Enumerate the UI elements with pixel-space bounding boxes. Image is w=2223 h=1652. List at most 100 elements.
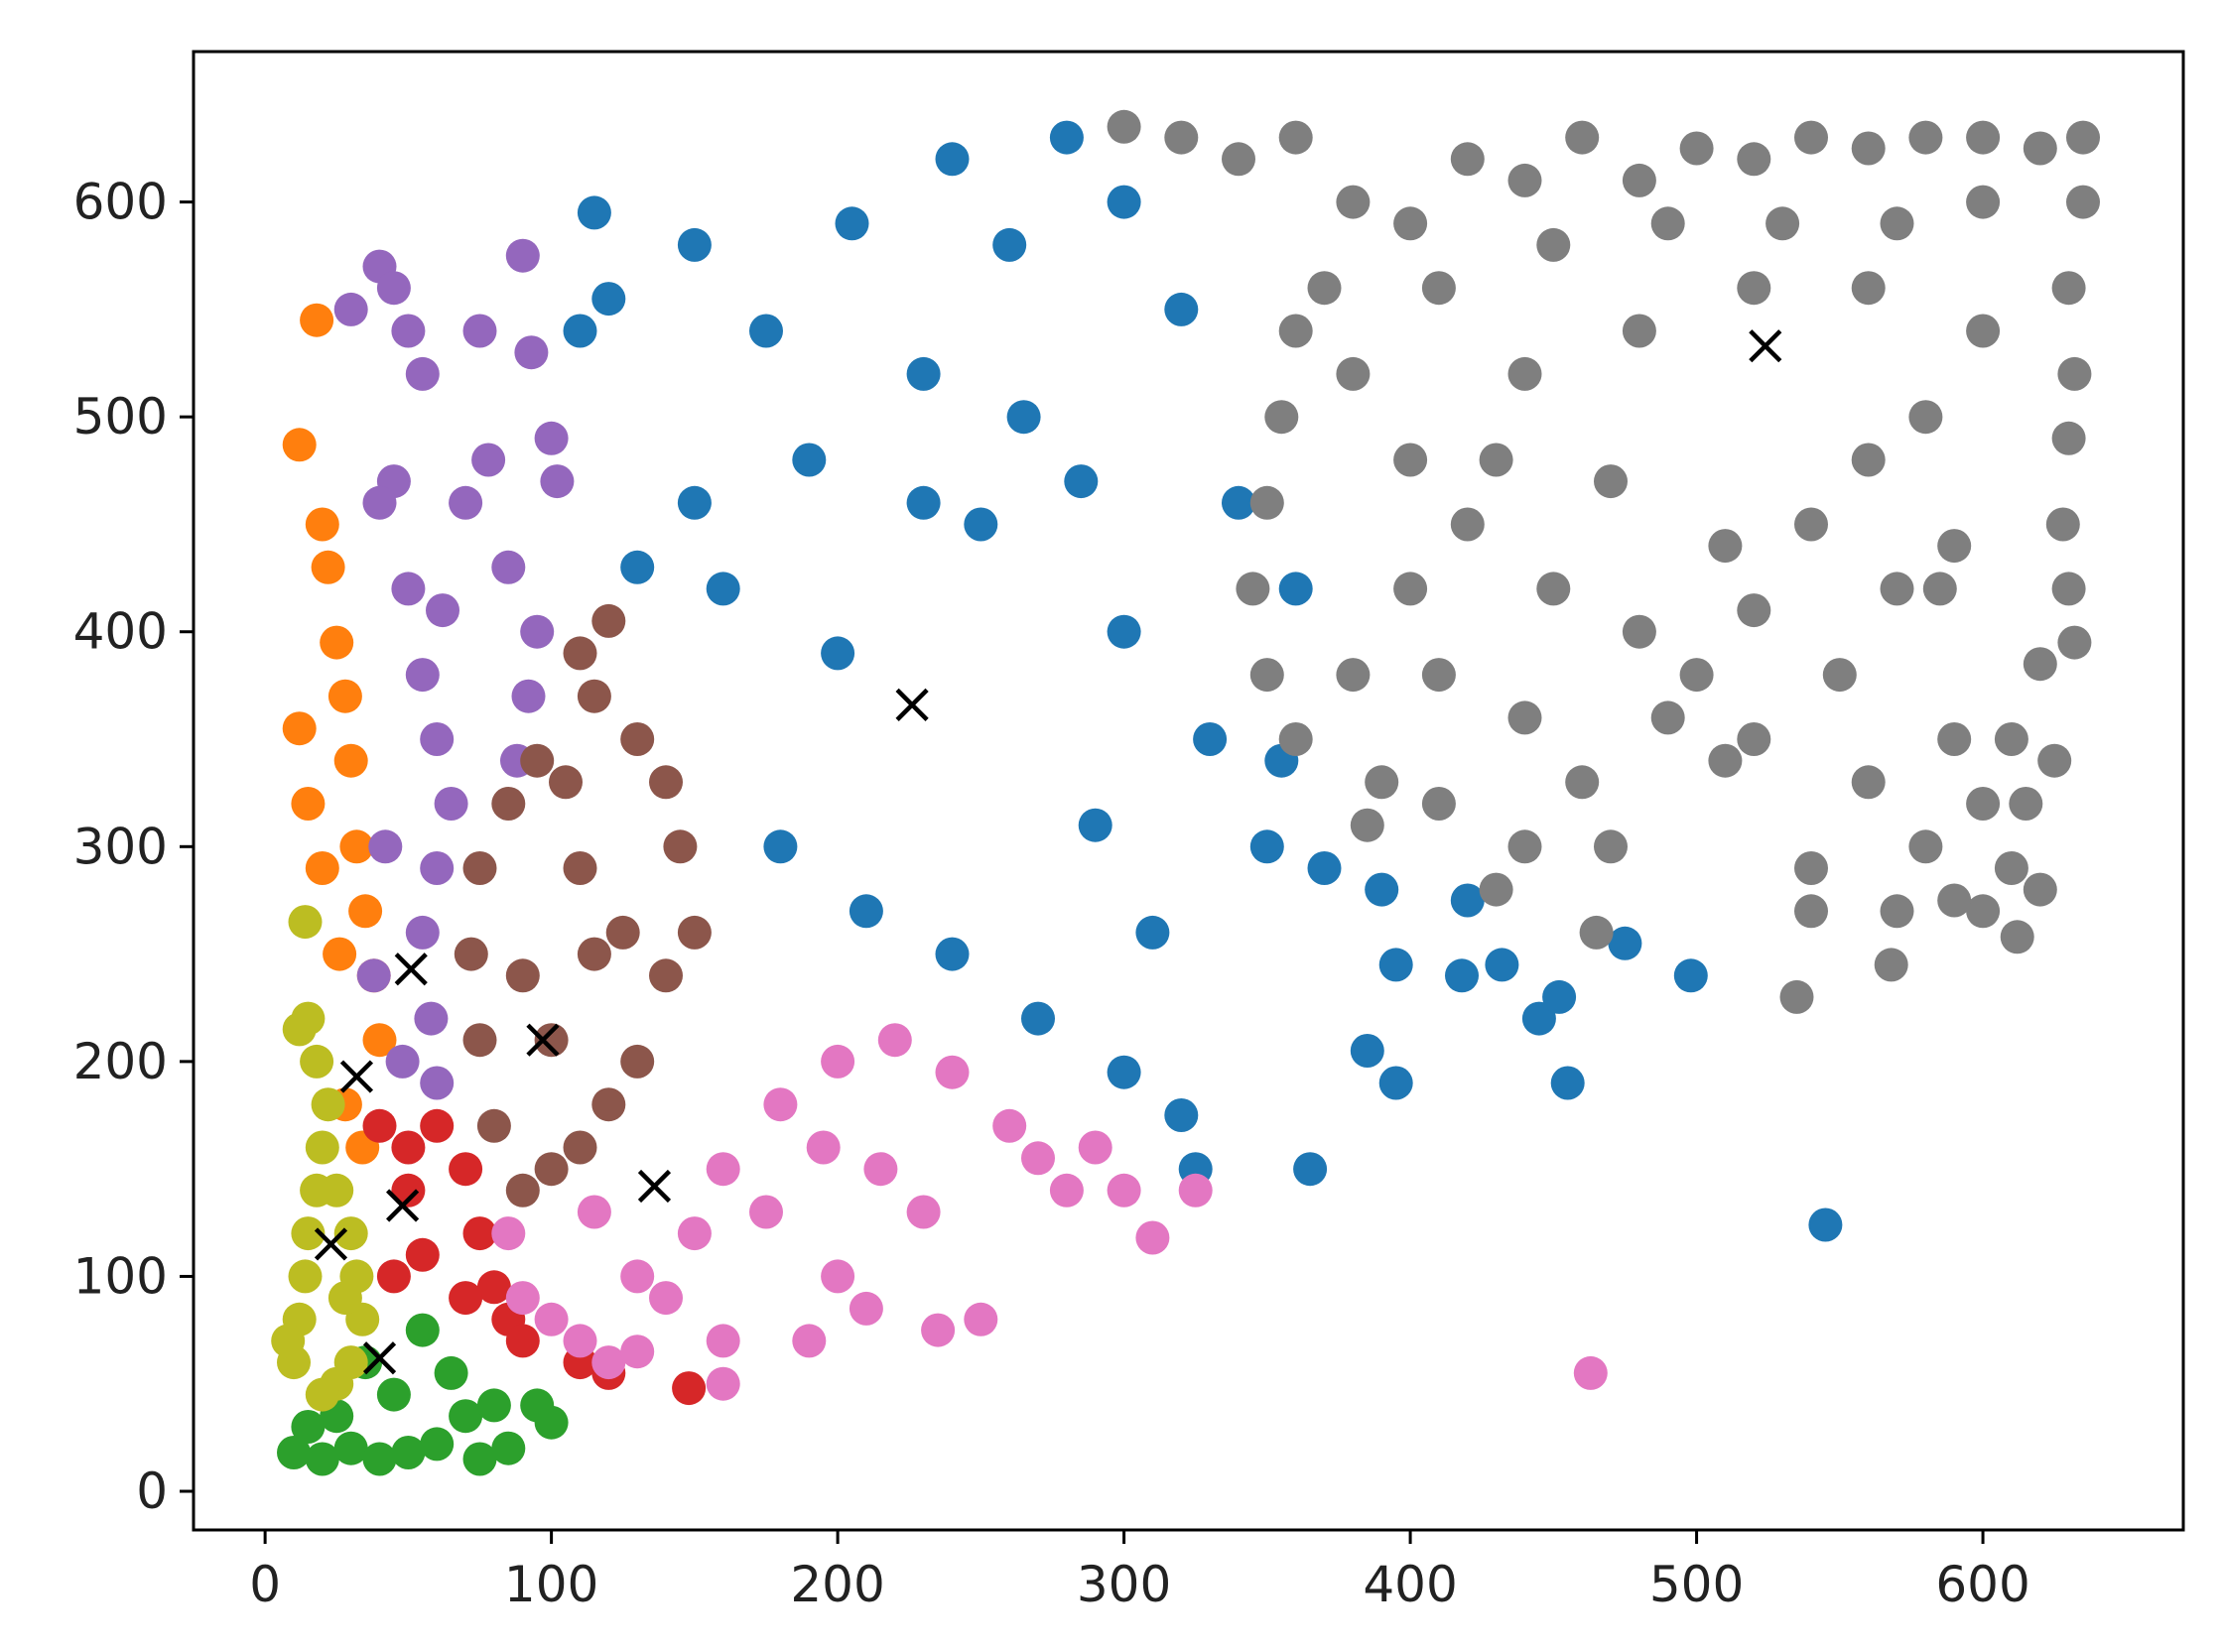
scatter-point-c7-20	[2057, 356, 2092, 391]
scatter-point-c5-1	[591, 603, 626, 638]
scatter-point-c7-91	[2037, 743, 2072, 778]
scatter-point-c5-6	[677, 915, 712, 950]
scatter-point-c6-15	[1049, 1173, 1084, 1207]
scatter-point-c5-18	[520, 743, 555, 778]
scatter-point-c4-11	[405, 915, 440, 950]
scatter-point-c7-22	[2045, 507, 2080, 542]
scatter-point-c5-7	[649, 958, 683, 993]
scatter-point-c7-18	[2066, 185, 2100, 219]
points-layer	[271, 109, 2100, 1476]
scatter-point-c7-45	[1507, 829, 1542, 864]
scatter-point-c2-13	[491, 1431, 526, 1465]
scatter-point-c6-18	[1135, 1220, 1170, 1255]
scatter-point-c7-41	[1708, 743, 1743, 778]
scatter-point-c5-3	[620, 722, 655, 756]
scatter-point-c5-19	[549, 765, 583, 800]
scatter-point-c8-10	[320, 1173, 354, 1207]
scatter-point-c7-81	[1708, 529, 1743, 564]
scatter-point-c0-27	[1278, 572, 1313, 606]
scatter-point-c8-2	[288, 1259, 323, 1294]
scatter-point-c7-33	[1908, 829, 1943, 864]
scatter-point-c0-38	[1350, 1034, 1384, 1068]
scatter-point-c0-29	[1307, 851, 1342, 885]
scatter-point-c4-27	[385, 1044, 420, 1079]
scatter-point-c5-20	[563, 851, 597, 885]
scatter-point-c5-12	[505, 1173, 540, 1207]
scatter-point-c7-8	[1565, 120, 1600, 155]
scatter-point-c7-29	[2023, 872, 2057, 907]
scatter-point-c8-5	[305, 1130, 339, 1165]
scatter-point-c7-59	[1450, 507, 1485, 542]
x-tick-label: 200	[790, 1556, 884, 1613]
y-axis-ticks: 0 100 200 300 400 500 600	[73, 174, 194, 1520]
scatter-point-c7-60	[1536, 572, 1571, 606]
scatter-point-c0-3	[792, 443, 827, 477]
scatter-point-c8-3	[291, 1216, 326, 1251]
y-tick-label: 300	[73, 818, 168, 875]
scatter-point-c0-10	[964, 507, 998, 542]
scatter-point-c8-17	[282, 1012, 317, 1047]
scatter-point-c7-14	[1908, 120, 1943, 155]
scatter-point-c7-43	[1579, 915, 1614, 950]
scatter-point-c7-80	[1822, 658, 1857, 693]
scatter-point-c0-48	[591, 282, 626, 317]
scatter-point-c6-0	[491, 1216, 526, 1251]
y-tick-label: 600	[73, 174, 168, 231]
scatter-point-c6-30	[863, 1152, 898, 1187]
scatter-point-c0-16	[1021, 1001, 1055, 1036]
scatter-point-c7-63	[1737, 593, 1771, 628]
scatter-point-c7-6	[1450, 142, 1485, 177]
scatter-point-c1-4	[320, 625, 354, 660]
scatter-point-c2-0	[277, 1436, 311, 1469]
scatter-point-c6-14	[1021, 1141, 1055, 1176]
scatter-point-c7-64	[1794, 507, 1828, 542]
scatter-point-c7-90	[1966, 787, 2001, 821]
scatter-point-c5-15	[454, 937, 488, 971]
scatter-point-c0-7	[1049, 120, 1084, 155]
scatter-point-c5-10	[563, 1130, 597, 1165]
y-tick-label: 500	[73, 388, 168, 445]
scatter-point-c4-28	[356, 958, 391, 993]
scatter-point-c0-32	[1450, 883, 1485, 918]
plot-frame	[192, 50, 2185, 1532]
scatter-point-c7-16	[2023, 131, 2057, 166]
scatter-point-c7-88	[1650, 700, 1685, 735]
scatter-point-c7-76	[1880, 206, 1914, 241]
scatter-point-c0-26	[1222, 485, 1255, 520]
scatter-point-c7-84	[1393, 572, 1428, 606]
scatter-point-c7-73	[1536, 227, 1571, 262]
scatter-point-c0-19	[677, 485, 712, 520]
scatter-point-c2-3	[362, 1442, 397, 1476]
centroid-marker-5	[526, 1023, 560, 1057]
scatter-point-c4-16	[491, 550, 526, 584]
scatter-point-c4-20	[540, 464, 575, 499]
scatter-point-c0-9	[1164, 292, 1199, 326]
scatter-point-c7-25	[2023, 647, 2057, 682]
scatter-point-c3-8	[449, 1281, 483, 1316]
scatter-point-c0-31	[1378, 948, 1413, 982]
scatter-point-c7-66	[1908, 400, 1943, 435]
scatter-point-c7-85	[1336, 658, 1371, 693]
scatter-point-c7-56	[1307, 271, 1342, 306]
scatter-point-c7-5	[1393, 206, 1428, 241]
scatter-point-c7-19	[2051, 271, 2086, 306]
scatter-point-c7-36	[1851, 765, 1886, 800]
scatter-point-c8-9	[288, 905, 323, 940]
scatter-point-c6-17	[1107, 1173, 1141, 1207]
scatter-point-c4-9	[434, 787, 468, 821]
scatter-point-c5-8	[620, 1044, 655, 1079]
scatter-point-c1-6	[333, 743, 368, 778]
scatter-point-c0-34	[1485, 948, 1519, 982]
scatter-point-c0-2	[706, 572, 740, 606]
centroid-marker-6	[637, 1169, 672, 1204]
centroid-marker-0	[895, 688, 929, 721]
scatter-point-c7-10	[1679, 131, 1714, 166]
scatter-point-c7-74	[1650, 206, 1685, 241]
scatter-point-c5-23	[505, 958, 540, 993]
scatter-point-c7-58	[1393, 443, 1428, 477]
scatter-point-c7-69	[1737, 271, 1771, 306]
scatter-point-c3-11	[376, 1259, 411, 1294]
scatter-point-c7-3	[1278, 120, 1313, 155]
scatter-point-c0-5	[992, 227, 1027, 262]
scatter-point-c3-5	[476, 1270, 511, 1305]
